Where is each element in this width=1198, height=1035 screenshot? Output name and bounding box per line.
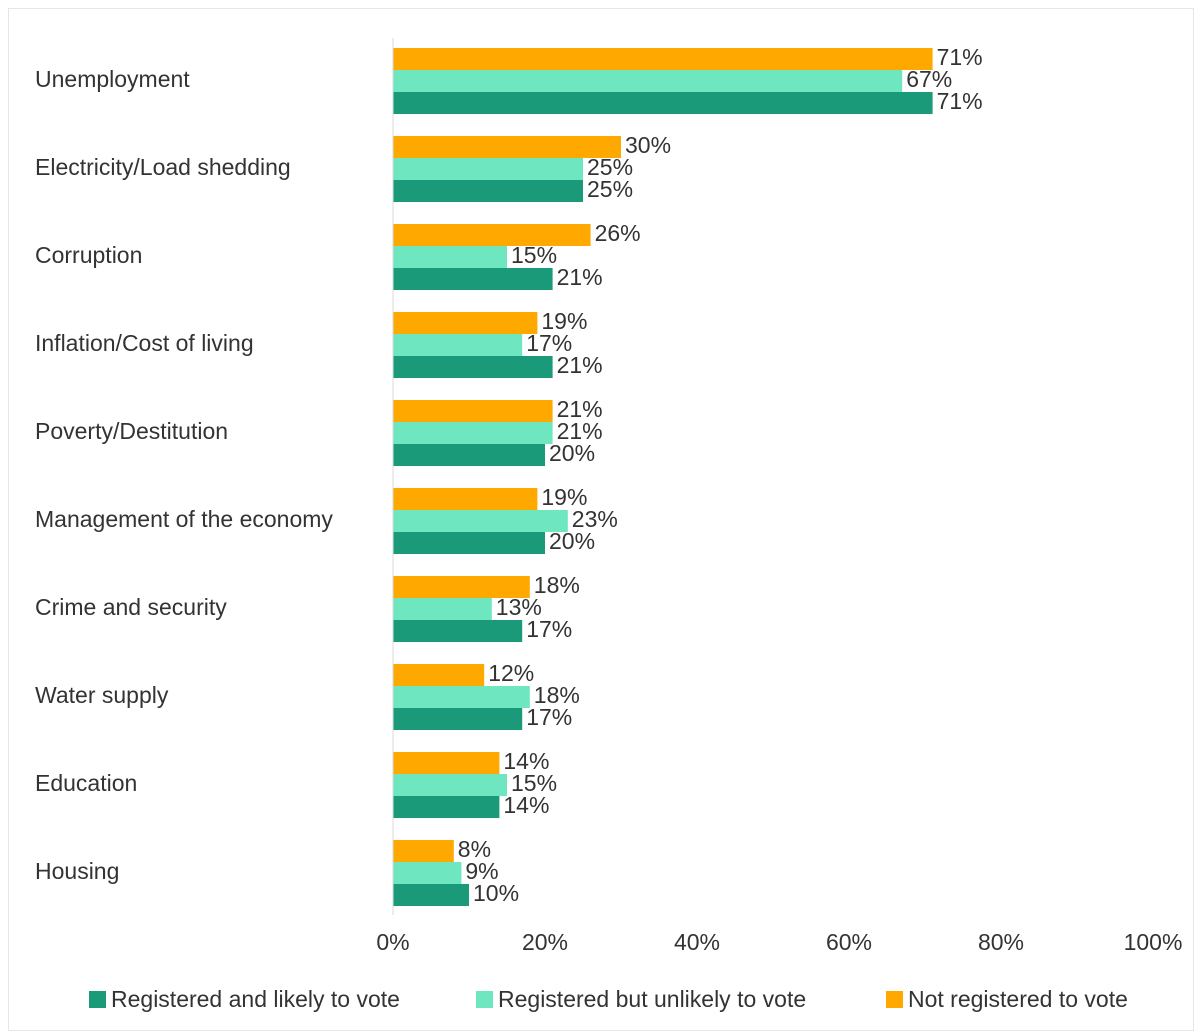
bar [393, 334, 523, 356]
bar [393, 158, 583, 180]
data-label: 26% [595, 220, 641, 246]
bar [393, 488, 538, 510]
category-label: Housing [35, 858, 119, 884]
bar [393, 400, 553, 422]
bar [393, 224, 591, 246]
data-label: 14% [503, 792, 549, 818]
data-label: 15% [511, 242, 557, 268]
data-label: 17% [526, 330, 572, 356]
data-label: 17% [526, 704, 572, 730]
bar [393, 620, 523, 642]
data-label: 21% [557, 418, 603, 444]
data-label: 9% [465, 858, 498, 884]
data-label: 23% [572, 506, 618, 532]
data-label: 18% [534, 682, 580, 708]
legend-label: Not registered to vote [908, 986, 1128, 1012]
legend-label: Registered but unlikely to vote [498, 986, 806, 1012]
bar [393, 532, 545, 554]
category-label: Poverty/Destitution [35, 418, 228, 444]
bar [393, 576, 530, 598]
bar [393, 92, 933, 114]
bar [393, 180, 583, 202]
bar [393, 774, 507, 796]
x-tick-label: 0% [376, 929, 409, 955]
data-label: 21% [557, 396, 603, 422]
category-label: Crime and security [35, 594, 227, 620]
bar [393, 510, 568, 532]
bar [393, 246, 507, 268]
bar [393, 48, 933, 70]
bar [393, 70, 903, 92]
data-label: 18% [534, 572, 580, 598]
bar [393, 796, 500, 818]
bar [393, 356, 553, 378]
category-label: Water supply [35, 682, 169, 708]
data-label: 25% [587, 176, 633, 202]
data-label: 20% [549, 528, 595, 554]
data-label: 21% [557, 352, 603, 378]
data-label: 25% [587, 154, 633, 180]
bar [393, 598, 492, 620]
x-tick-label: 80% [978, 929, 1024, 955]
legend-swatch [886, 991, 903, 1008]
bar [393, 136, 621, 158]
x-tick-label: 60% [826, 929, 872, 955]
bar [393, 312, 538, 334]
data-label: 12% [488, 660, 534, 686]
bar [393, 444, 545, 466]
x-tick-label: 100% [1124, 929, 1183, 955]
data-label: 21% [557, 264, 603, 290]
data-label: 71% [937, 88, 983, 114]
x-tick-label: 20% [522, 929, 568, 955]
data-label: 13% [496, 594, 542, 620]
category-label: Management of the economy [35, 506, 333, 532]
bar [393, 862, 462, 884]
data-label: 30% [625, 132, 671, 158]
bar [393, 422, 553, 444]
legend-label: Registered and likely to vote [111, 986, 400, 1012]
category-label: Corruption [35, 242, 142, 268]
data-label: 20% [549, 440, 595, 466]
bar [393, 664, 485, 686]
data-label: 10% [473, 880, 519, 906]
bar [393, 708, 523, 730]
x-tick-label: 40% [674, 929, 720, 955]
data-label: 17% [526, 616, 572, 642]
bar [393, 268, 553, 290]
data-label: 19% [541, 308, 587, 334]
category-label: Inflation/Cost of living [35, 330, 254, 356]
category-label: Electricity/Load shedding [35, 154, 291, 180]
data-label: 15% [511, 770, 557, 796]
data-label: 67% [906, 66, 952, 92]
bar [393, 752, 500, 774]
data-label: 8% [458, 836, 491, 862]
category-label: Education [35, 770, 137, 796]
legend-swatch [89, 991, 106, 1008]
data-label: 19% [541, 484, 587, 510]
data-label: 14% [503, 748, 549, 774]
bar [393, 884, 469, 906]
category-label: Unemployment [35, 66, 190, 92]
bar [393, 840, 454, 862]
data-label: 71% [937, 44, 983, 70]
chart-border [8, 8, 1194, 1031]
bar [393, 686, 530, 708]
legend-swatch [476, 991, 493, 1008]
